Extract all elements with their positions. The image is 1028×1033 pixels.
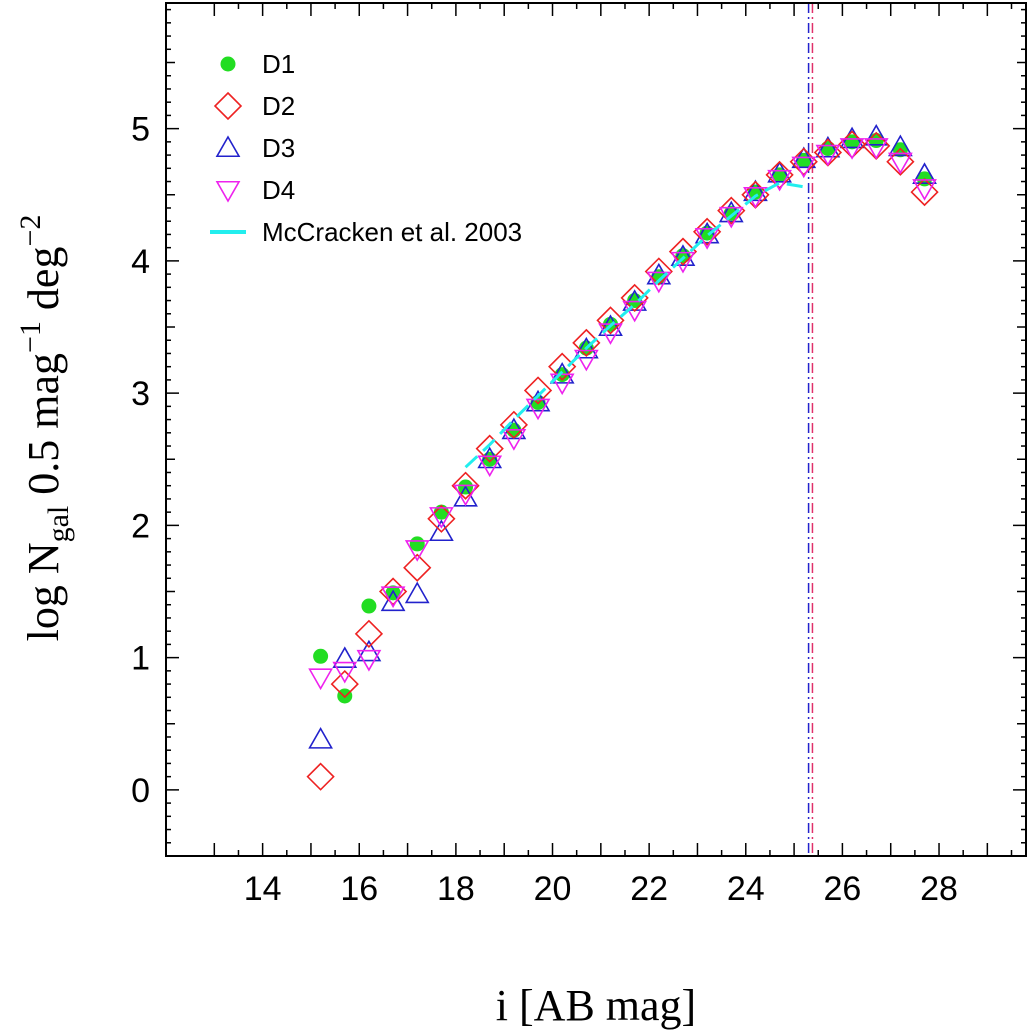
point-d4: [404, 540, 430, 562]
x-tick-label: 20: [534, 870, 572, 908]
y-axis-title: log Ngal 0.5 mag−1 deg−2: [14, 215, 75, 642]
y-tick-label: 3: [131, 375, 150, 413]
series-d4: [308, 138, 937, 691]
legend-marker-d4: [215, 180, 241, 203]
point-d2: [306, 762, 335, 791]
x-tick-label: 26: [823, 870, 861, 908]
legend-label: D4: [262, 175, 295, 205]
point-d4: [356, 649, 382, 672]
x-tick-label: 14: [244, 870, 282, 908]
axes: 14 16 18 20 22 24 26 28 0 1 2 3 4 5: [131, 2, 1027, 908]
point-d4: [743, 187, 768, 209]
point-d1: [482, 451, 498, 467]
point-d2: [644, 257, 673, 286]
point-d2: [451, 471, 480, 500]
point-d4: [453, 484, 478, 507]
point-d4: [888, 152, 913, 175]
point-d1: [313, 648, 329, 664]
point-d2: [717, 196, 746, 225]
y-tick-label: 4: [131, 243, 150, 281]
x-tick-label: 16: [340, 870, 378, 908]
point-d4: [863, 138, 889, 160]
point-d4: [332, 661, 358, 684]
point-d4: [839, 138, 865, 160]
point-d3: [767, 160, 792, 183]
point-d4: [646, 271, 672, 294]
point-d3: [573, 336, 599, 359]
point-d3: [429, 519, 454, 542]
point-d4: [815, 144, 841, 167]
point-d3: [308, 727, 333, 749]
point-d1: [409, 536, 425, 552]
legend-label: D1: [262, 49, 295, 79]
point-d4: [718, 206, 744, 229]
y-tick-label: 1: [131, 640, 150, 678]
x-tick-label: 24: [727, 870, 765, 908]
point-d3: [598, 314, 623, 337]
point-d4: [694, 228, 720, 250]
point-d2: [427, 504, 456, 533]
vertical-lines: [807, 3, 814, 856]
point-d2: [620, 283, 649, 313]
point-d3: [888, 134, 913, 157]
point-d2: [403, 553, 432, 582]
point-d2: [523, 376, 553, 405]
point-d3: [743, 179, 768, 202]
legend-label: McCracken et al. 2003: [262, 217, 522, 247]
point-d4: [573, 349, 599, 372]
series-mccracken-line: [464, 181, 804, 469]
x-axis-title: i [AB mag]: [496, 981, 696, 1030]
point-d2: [475, 434, 504, 463]
y-tick-label: 5: [131, 111, 150, 149]
point-d2: [354, 619, 384, 648]
point-d4: [429, 507, 454, 529]
legend-marker-d1: [220, 56, 236, 72]
point-d2: [596, 306, 625, 335]
point-d4: [525, 398, 551, 421]
legend-marker-d2: [213, 91, 243, 121]
data-series: [306, 123, 939, 791]
point-d2: [910, 177, 939, 207]
point-d3: [380, 589, 406, 612]
point-d4: [501, 429, 527, 451]
point-d3: [815, 135, 841, 158]
y-tick-label: 0: [131, 772, 150, 810]
point-d4: [549, 373, 575, 396]
legend-marker-d3: [215, 135, 241, 158]
point-d2: [330, 669, 359, 699]
point-d4: [308, 668, 333, 691]
point-d3: [477, 446, 503, 469]
point-d4: [912, 179, 937, 201]
point-d4: [380, 586, 406, 609]
point-d1: [820, 140, 836, 156]
point-d2: [499, 410, 528, 440]
point-d3: [404, 581, 430, 604]
point-d2: [668, 237, 698, 266]
point-d4: [477, 455, 503, 478]
legend-label: D2: [262, 91, 295, 121]
x-tick-label: 28: [920, 870, 958, 908]
x-tick-label: 18: [437, 870, 475, 908]
y-tick-label: 2: [131, 507, 150, 545]
point-d3: [332, 646, 358, 669]
point-d4: [767, 169, 792, 192]
legend-label: D3: [262, 133, 295, 163]
point-d1: [361, 598, 377, 614]
point-d1: [796, 152, 812, 168]
x-tick-label: 22: [630, 870, 668, 908]
legend: D1 D2 D3 D4 McCracken et al. 2003: [210, 49, 522, 247]
plot-frame: [165, 2, 1027, 857]
point-d3: [863, 123, 889, 146]
point-d4: [791, 156, 817, 179]
point-d3: [912, 162, 937, 184]
point-d3: [525, 389, 551, 412]
